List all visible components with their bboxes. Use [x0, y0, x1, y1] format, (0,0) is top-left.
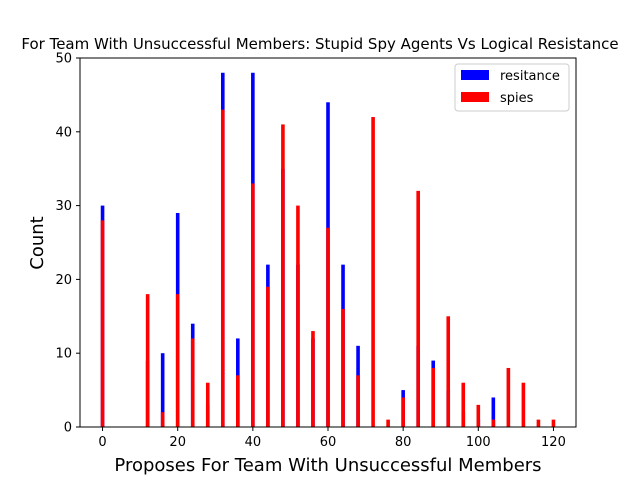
- bar-spies-12: [145, 294, 150, 427]
- bar-spies-108: [506, 367, 511, 427]
- bar-spies-28: [205, 382, 210, 427]
- y-tick-label-50: 50: [55, 52, 72, 67]
- x-axis: 0 20 40 60 80 100 120: [98, 427, 566, 450]
- bar-spies-84: [416, 190, 420, 427]
- bar-spies-16: [160, 412, 165, 427]
- legend: resitance spies: [454, 63, 570, 112]
- bar-spies-64: [341, 308, 345, 427]
- x-tick-label-60: 60: [320, 435, 337, 450]
- bar-spies-80: [401, 397, 405, 427]
- bar-spies-112: [521, 382, 526, 427]
- legend-swatch-resitance: [461, 70, 489, 80]
- bar-spies-40: [251, 183, 255, 427]
- bar-spies-44: [266, 286, 270, 427]
- y-tick-label-20: 20: [55, 273, 72, 288]
- bar-spies-56: [311, 331, 315, 427]
- bar-spies-72: [371, 117, 375, 427]
- x-axis-title: Proposes For Team With Unsuccessful Memb…: [114, 455, 541, 476]
- x-tick-label-80: 80: [395, 435, 412, 450]
- bar-spies-0: [100, 220, 105, 427]
- y-tick-label-40: 40: [55, 125, 72, 140]
- x-tick-label-40: 40: [245, 435, 262, 450]
- x-tick-label-120: 120: [541, 435, 566, 450]
- legend-label-spies: spies: [500, 91, 534, 106]
- y-tick-label-30: 30: [55, 199, 72, 214]
- bar-spies-76: [386, 419, 390, 427]
- x-tick-label-20: 20: [169, 435, 186, 450]
- x-tick-label-100: 100: [466, 435, 491, 450]
- y-axis: 0 10 20 30 40 50: [55, 52, 80, 436]
- bar-spies-92: [446, 316, 451, 427]
- bar-resitance-104: [491, 397, 496, 427]
- bar-spies-32: [220, 109, 225, 427]
- bar-spies-100: [476, 404, 481, 427]
- bar-resitance-16: [160, 353, 165, 427]
- chart-title: For Team With Unsuccessful Members: Stup…: [21, 35, 618, 53]
- bar-spies-104: [491, 419, 496, 427]
- bar-spies-48: [281, 124, 285, 428]
- y-tick-label-0: 0: [64, 421, 72, 436]
- bar-spies-96: [461, 382, 466, 427]
- bar-spies-68: [356, 375, 360, 427]
- bar-spies-20: [175, 294, 180, 427]
- legend-swatch-spies: [461, 92, 489, 102]
- bar-spies-60: [326, 227, 330, 427]
- bar-spies-120: [551, 419, 556, 427]
- bar-spies-36: [236, 375, 240, 427]
- bar-spies-88: [431, 367, 436, 427]
- y-axis-title: Count: [27, 216, 48, 269]
- bar-spies-116: [536, 419, 541, 427]
- y-tick-label-10: 10: [55, 347, 72, 362]
- bar-spies-24: [190, 338, 195, 427]
- bars-group: [100, 72, 556, 428]
- x-tick-label-0: 0: [98, 435, 106, 450]
- legend-label-resitance: resitance: [500, 69, 560, 84]
- bar-spies-52: [296, 205, 300, 427]
